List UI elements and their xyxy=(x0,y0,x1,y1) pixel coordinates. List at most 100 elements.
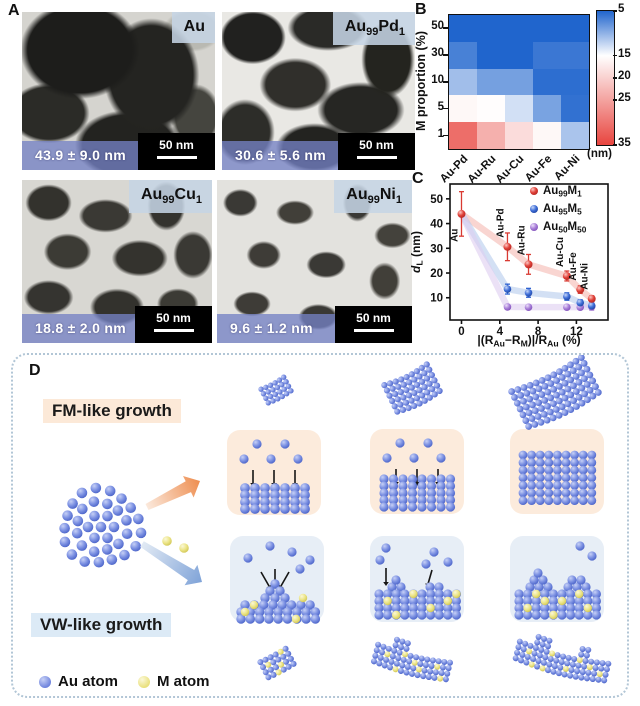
tem-image: Au99Ni1 9.6 ± 1.2 nm 50 nm xyxy=(217,180,412,343)
m-atom-dot xyxy=(138,675,150,688)
legend-marker xyxy=(530,187,538,195)
particle-size-text: 30.6 ± 5.6 nm xyxy=(235,147,326,163)
data-point xyxy=(587,294,596,303)
colorbar-tick-label: 15 xyxy=(618,47,631,60)
colorbar-tick-label: 25 xyxy=(618,92,631,105)
heatmap-cell xyxy=(449,41,477,69)
size-vs-mismatch-chart: Au Au-Pd Au-Ru Au-Cu Au-Fe Au-Ni 10 20 30 40 50 0 4 8… xyxy=(409,183,609,349)
x-tick-label: 4 xyxy=(497,326,504,338)
data-point xyxy=(562,271,571,280)
heatmap-cell xyxy=(477,15,505,42)
panel-b-label: B xyxy=(415,1,427,18)
heatmap-cell xyxy=(505,95,533,123)
data-point xyxy=(503,303,512,311)
colorbar-tick xyxy=(613,144,617,146)
heatmap-cell xyxy=(533,95,561,123)
heatmap-cell xyxy=(561,122,589,149)
heatmap-cell xyxy=(449,122,477,149)
scale-bar-line xyxy=(156,156,197,159)
vw-stage-2 xyxy=(374,543,461,620)
vw-rod-small xyxy=(257,645,297,681)
colorbar-tick xyxy=(613,99,617,101)
heatmap-cell xyxy=(449,15,477,42)
colorbar-tick-label: 5 xyxy=(618,3,625,15)
data-point xyxy=(524,260,533,269)
data-point xyxy=(524,303,533,311)
legend-label: Au95M5 xyxy=(543,203,582,217)
heatmap-row-label: 50 xyxy=(431,20,444,33)
vw-stage-1 xyxy=(236,541,321,624)
scale-bar: 50 nm xyxy=(338,133,415,170)
data-point xyxy=(563,292,571,301)
heatmap-row-label: 5 xyxy=(437,100,444,113)
fm-stage-1 xyxy=(239,439,310,514)
y-tick-label: 30 xyxy=(430,243,443,255)
scale-bar-line xyxy=(356,156,397,159)
au-seed-cluster xyxy=(59,482,147,568)
vw-arrow-icon xyxy=(140,541,202,586)
heatmap-cell xyxy=(505,68,533,96)
scale-bar: 50 nm xyxy=(335,306,412,343)
m-atoms-added xyxy=(162,536,189,553)
data-point xyxy=(503,242,512,251)
fm-rod-small xyxy=(258,374,294,406)
scale-bar-text: 50 nm xyxy=(359,138,394,152)
colorbar-tick xyxy=(613,10,617,12)
legend-marker xyxy=(530,205,538,213)
x-axis-title: |(RAu−RM)|/RAu (%) xyxy=(477,333,580,349)
heatmap-cell xyxy=(477,122,505,149)
point-label: Au-Ru xyxy=(517,225,528,255)
legend-label: Au99M1 xyxy=(543,185,582,199)
fm-growth-label: FM-like growth xyxy=(43,399,181,423)
fm-arrow-icon xyxy=(145,476,200,510)
vw-growth-label: VW-like growth xyxy=(31,613,172,637)
data-point xyxy=(576,298,585,307)
heatmap-cell xyxy=(505,15,533,42)
fm-stage-3 xyxy=(518,450,597,505)
point-label: Au-Fe xyxy=(568,252,579,281)
y-tick-label: 50 xyxy=(430,194,443,206)
colorbar-tick xyxy=(613,54,617,57)
x-tick-label: 8 xyxy=(535,326,542,338)
y-tick-label: 40 xyxy=(430,219,443,231)
heatmap-cell xyxy=(449,68,477,96)
alloy-label: Au99Pd1 xyxy=(332,12,415,46)
scale-bar-text: 50 nm xyxy=(356,311,391,325)
scale-bar-line xyxy=(153,329,194,332)
x-tick-label: 12 xyxy=(570,326,583,338)
panel-d-label: D xyxy=(29,362,41,379)
au-atom-legend-item: Au atom xyxy=(39,673,118,690)
heatmap xyxy=(448,14,590,150)
data-point xyxy=(576,285,585,294)
data-point xyxy=(587,301,596,310)
m-atom-label: M atom xyxy=(157,673,210,690)
alloy-label: Au99Ni1 xyxy=(334,180,412,214)
legend-marker xyxy=(530,223,538,231)
particle-size-text: 18.8 ± 2.0 nm xyxy=(35,320,126,336)
heatmap-cell xyxy=(505,41,533,69)
heatmap-cell xyxy=(533,41,561,69)
atom-legend: Au atom M atom xyxy=(39,673,210,690)
point-label: Au-Cu xyxy=(555,237,566,267)
tem-image: Au 43.9 ± 9.0 nm 50 nm xyxy=(22,12,215,170)
point-label: Au-Ni xyxy=(580,263,591,290)
fm-stage-2 xyxy=(379,438,456,512)
alloy-label: Au99Cu1 xyxy=(128,180,212,214)
plot-box xyxy=(449,183,609,321)
axis-tick xyxy=(443,134,448,137)
axis-tick xyxy=(443,54,448,56)
heatmap-cell xyxy=(561,41,589,69)
panel-d-scheme: D FM-like growth VW-like growth Au atom … xyxy=(11,353,629,698)
colorbar-tick-label: 35 xyxy=(618,137,631,149)
vw-stage-3 xyxy=(514,541,602,620)
panel-c-label: C xyxy=(412,170,424,187)
legend-label: Au50M50 xyxy=(543,221,587,235)
growth-scheme-art xyxy=(59,355,612,684)
point-label: Au-Pd xyxy=(495,208,506,237)
fm-rod-large xyxy=(508,355,602,430)
heatmap-cell xyxy=(533,15,561,42)
heatmap-cell xyxy=(505,122,533,149)
heatmap-cell xyxy=(561,95,589,123)
heatmap-cell xyxy=(477,95,505,123)
